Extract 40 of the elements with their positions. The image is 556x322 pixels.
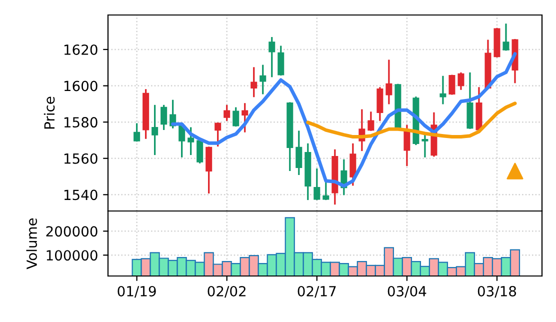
y-tick-label: 100000	[46, 250, 98, 261]
y-tick-label: 200000	[46, 226, 98, 237]
candlestick	[322, 180, 330, 200]
candlestick	[458, 72, 464, 90]
candlestick	[386, 60, 392, 104]
candlestick	[404, 124, 410, 166]
candlestick	[224, 104, 230, 121]
y-tick-label: 1600	[64, 80, 98, 92]
candlestick	[160, 104, 168, 130]
candlestick	[376, 87, 384, 121]
candlestick	[206, 146, 212, 194]
candlestick	[260, 64, 266, 94]
candlestick	[296, 130, 302, 175]
candlestick	[314, 168, 320, 200]
x-tick-label: 03/18	[478, 286, 516, 298]
x-tick-label: 01/19	[118, 286, 156, 298]
candlestick	[502, 24, 510, 51]
y-tick-label: 1580	[64, 117, 98, 128]
y-axis-title: Volume	[26, 218, 38, 270]
candlestick	[422, 134, 428, 158]
x-tick-label: 02/17	[298, 286, 336, 298]
candlestick	[188, 127, 194, 156]
y-tick-label: 1560	[64, 153, 98, 164]
candlestick	[368, 112, 374, 131]
candlestick	[242, 103, 248, 132]
candlestick	[440, 76, 446, 104]
candlestick	[152, 104, 158, 156]
candlestick	[250, 67, 258, 98]
candlestick	[214, 122, 222, 146]
y-tick-label: 1620	[64, 44, 98, 55]
y-axis-title: Price	[44, 96, 55, 129]
candlestick	[232, 107, 240, 127]
candlestick	[268, 37, 276, 78]
x-tick-label: 02/02	[208, 286, 246, 298]
candlestick	[278, 46, 284, 76]
candlestick	[448, 74, 456, 95]
candlestick	[134, 123, 140, 142]
x-tick-label: 03/04	[388, 286, 426, 298]
candlestick	[350, 143, 356, 186]
y-tick-label: 1540	[64, 190, 98, 200]
